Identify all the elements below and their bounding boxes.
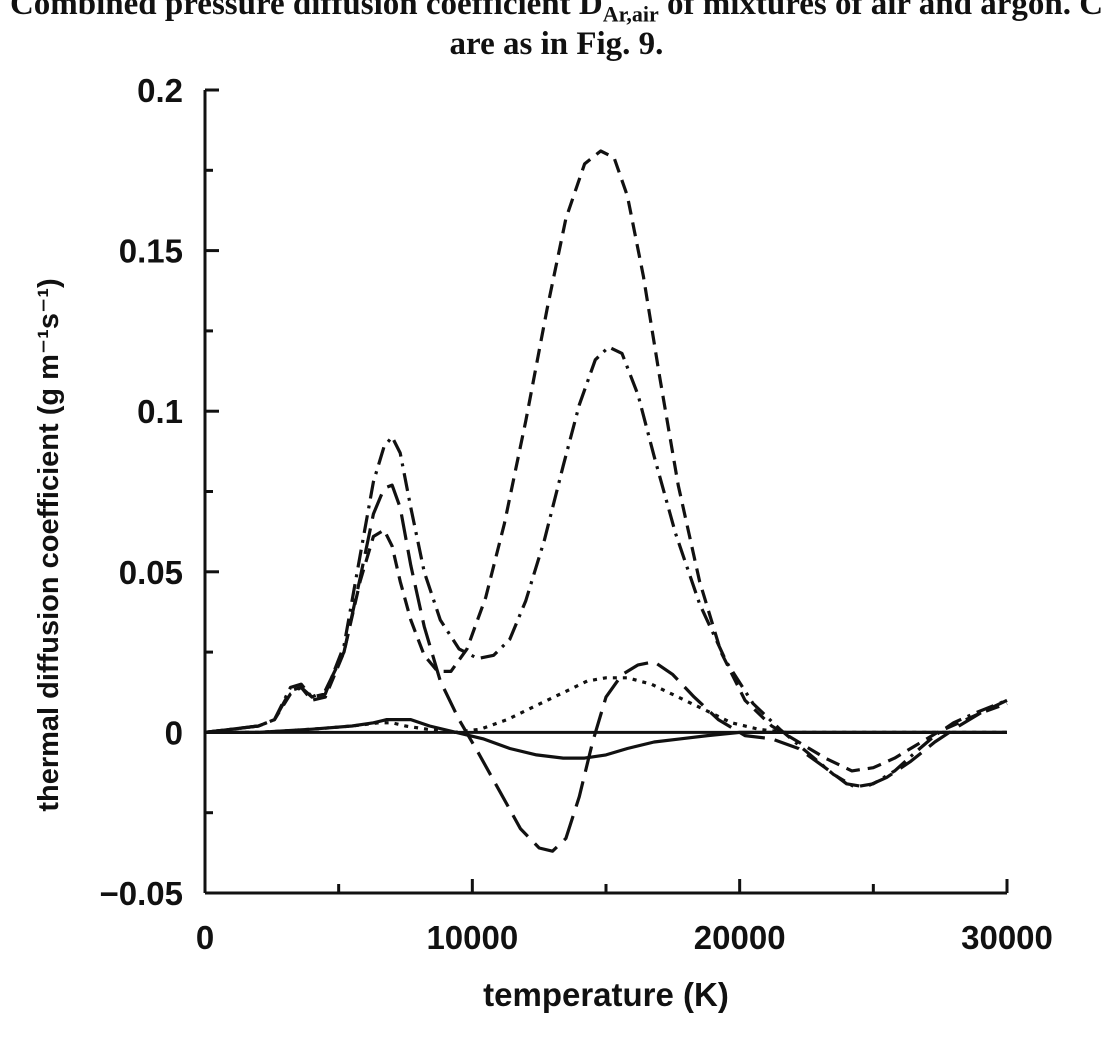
- series-line-dash-dot: [204, 345, 1008, 789]
- chart-tick-labels: −0.05 0 0.05 0.1 0.15 0.2 0 10000 20000 30000: [100, 72, 1053, 956]
- y-tick-label: 0.15: [119, 233, 183, 270]
- series-line-dashed: [204, 149, 1008, 773]
- x-tick-label: 10000: [426, 919, 518, 956]
- x-tick-label: 30000: [961, 919, 1053, 956]
- figure-caption-line-2: are as in Fig. 9.: [449, 26, 664, 62]
- chart-series: [204, 149, 1008, 853]
- series-line-solid: [205, 718, 1007, 760]
- x-tick-label: 0: [196, 919, 214, 956]
- caption-text-b: of mixtures of air and argon. C: [658, 0, 1104, 22]
- x-tick-label: 20000: [694, 919, 786, 956]
- x-axis-label: temperature (K): [483, 976, 729, 1013]
- y-axis-label: thermal diffusion coefficient (g m⁻¹s⁻¹): [33, 278, 65, 811]
- y-tick-label: 0.1: [137, 393, 183, 430]
- y-tick-label: −0.05: [100, 875, 184, 912]
- y-tick-label: 0.05: [119, 554, 183, 591]
- figure-caption-line-1: Combined pressure diffusion coefficient …: [0, 0, 1113, 28]
- caption-text-a: Combined pressure diffusion coefficient …: [9, 0, 603, 22]
- y-tick-label: 0.2: [137, 72, 183, 109]
- series-line-dotted: [205, 676, 1007, 734]
- series-line-long-dash: [204, 483, 1008, 853]
- y-tick-label: 0: [165, 714, 183, 751]
- caption-subscript: Ar,air: [602, 1, 659, 27]
- chart-axes: [203, 88, 1009, 895]
